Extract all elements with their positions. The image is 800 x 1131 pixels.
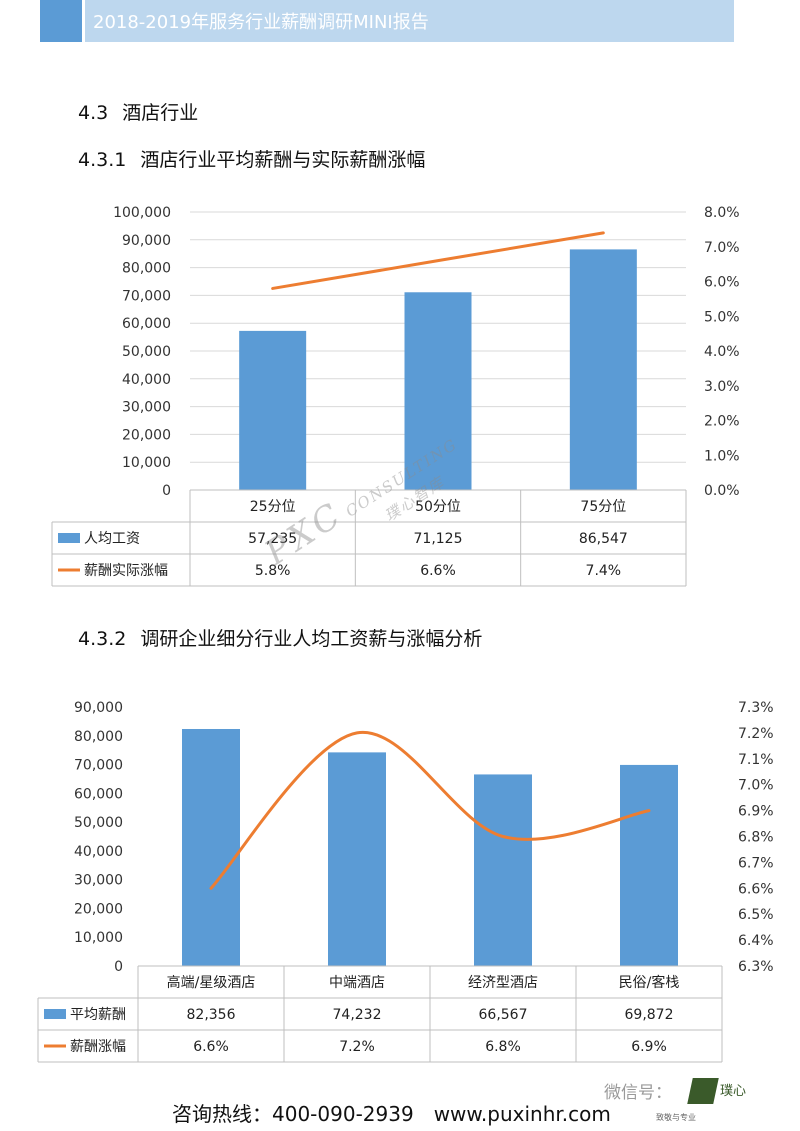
c1-category-label: 25分位 bbox=[250, 499, 296, 515]
c1-legend-line-label: 薪酬实际涨幅 bbox=[84, 563, 168, 579]
c2-category-label: 经济型酒店 bbox=[468, 975, 538, 991]
c1-y2-tick-label: 7.0% bbox=[704, 240, 740, 256]
c1-category-label: 75分位 bbox=[580, 499, 626, 515]
c2-line-data-label: 6.6% bbox=[193, 1039, 229, 1055]
c2-legend-bar-label: 平均薪酬 bbox=[70, 1007, 126, 1023]
c1-y-tick-label: 30,000 bbox=[122, 400, 171, 416]
website-link[interactable]: www.puxinhr.com bbox=[433, 1102, 611, 1126]
c2-line-data-label: 6.9% bbox=[631, 1039, 667, 1055]
c2-y2-tick-label: 6.9% bbox=[738, 804, 774, 820]
c2-y-tick-label: 50,000 bbox=[74, 815, 123, 831]
c2-bar-data-label: 74,232 bbox=[333, 1007, 382, 1023]
c2-y2-tick-label: 6.3% bbox=[738, 959, 774, 975]
c2-y2-tick-label: 7.1% bbox=[738, 752, 774, 768]
c2-bar bbox=[328, 752, 386, 966]
page-header: 2018-2019年服务行业薪酬调研MINI报告 bbox=[40, 0, 734, 42]
c1-line-data-label: 7.4% bbox=[586, 563, 622, 579]
c1-bar-data-label: 71,125 bbox=[414, 531, 463, 547]
c2-y-tick-label: 40,000 bbox=[74, 844, 123, 860]
c1-y-tick-label: 90,000 bbox=[122, 233, 171, 249]
c2-y-tick-label: 80,000 bbox=[74, 729, 123, 745]
section-title: 酒店行业 bbox=[122, 102, 199, 124]
c1-y2-tick-label: 3.0% bbox=[704, 379, 740, 395]
c2-y2-tick-label: 6.4% bbox=[738, 933, 774, 949]
section-heading: 4.3 酒店行业 bbox=[78, 98, 198, 125]
c2-category-label: 中端酒店 bbox=[329, 975, 385, 991]
subsection-number-1: 4.3.1 bbox=[78, 149, 127, 171]
subsection-heading-1: 4.3.1 酒店行业平均薪酬与实际薪酬涨幅 bbox=[78, 145, 425, 172]
c2-y-tick-label: 90,000 bbox=[74, 700, 123, 716]
c1-y2-tick-label: 6.0% bbox=[704, 275, 740, 291]
c2-y2-tick-label: 7.3% bbox=[738, 700, 774, 716]
c1-y-tick-label: 20,000 bbox=[122, 427, 171, 443]
c2-legend-line-label: 薪酬涨幅 bbox=[70, 1039, 126, 1055]
c1-y-tick-label: 100,000 bbox=[113, 205, 171, 221]
c2-bar-data-label: 82,356 bbox=[187, 1007, 236, 1023]
c1-bar bbox=[239, 330, 307, 490]
c1-y-tick-label: 60,000 bbox=[122, 316, 171, 332]
c2-y2-tick-label: 6.6% bbox=[738, 881, 774, 897]
c1-legend-bar-label: 人均工资 bbox=[84, 531, 140, 547]
c1-y2-tick-label: 5.0% bbox=[704, 309, 740, 325]
subsection-number-2: 4.3.2 bbox=[78, 628, 127, 650]
header-accent-square bbox=[40, 0, 82, 42]
c1-y2-tick-label: 8.0% bbox=[704, 205, 740, 221]
c1-legend-bar-swatch bbox=[58, 533, 80, 543]
c2-series-line bbox=[209, 731, 651, 890]
c1-y2-tick-label: 4.0% bbox=[704, 344, 740, 360]
c1-y2-tick-label: 0.0% bbox=[704, 483, 740, 499]
c2-y2-tick-label: 6.7% bbox=[738, 855, 774, 871]
section-number: 4.3 bbox=[78, 102, 109, 124]
c1-bar bbox=[569, 249, 637, 490]
subsection-title-2: 调研企业细分行业人均工资薪与涨幅分析 bbox=[140, 628, 483, 650]
c1-y2-tick-label: 2.0% bbox=[704, 414, 740, 430]
watermark-text-1: PXC bbox=[258, 493, 351, 574]
logo-icon bbox=[687, 1078, 719, 1104]
c2-line-data-label: 6.8% bbox=[485, 1039, 521, 1055]
c2-y-tick-label: 20,000 bbox=[74, 901, 123, 917]
c2-y2-tick-label: 6.5% bbox=[738, 907, 774, 923]
hotline-text: 咨询热线：400-090-2939 bbox=[172, 1102, 414, 1126]
wechat-label: 微信号： bbox=[604, 1083, 672, 1103]
footer-contact: 咨询热线：400-090-2939 www.puxinhr.com bbox=[172, 1098, 611, 1127]
header-title: 2018-2019年服务行业薪酬调研MINI报告 bbox=[93, 12, 429, 33]
c1-y-tick-label: 40,000 bbox=[122, 372, 171, 388]
subsection-title-1: 酒店行业平均薪酬与实际薪酬涨幅 bbox=[140, 149, 426, 171]
c2-y2-tick-label: 6.8% bbox=[738, 830, 774, 846]
company-logo: 璞心 致敬与专业 bbox=[656, 1076, 790, 1126]
c2-line-data-label: 7.2% bbox=[339, 1039, 375, 1055]
c2-category-label: 民俗/客栈 bbox=[619, 974, 680, 991]
subsection-heading-2: 4.3.2 调研企业细分行业人均工资薪与涨幅分析 bbox=[78, 624, 482, 651]
c2-bar bbox=[474, 774, 532, 966]
c2-y-tick-label: 10,000 bbox=[74, 930, 123, 946]
c1-y-tick-label: 10,000 bbox=[122, 455, 171, 471]
c2-y-tick-label: 0 bbox=[114, 959, 123, 975]
c2-bar-data-label: 69,872 bbox=[625, 1007, 674, 1023]
c2-y2-tick-label: 7.0% bbox=[738, 778, 774, 794]
c2-y2-tick-label: 7.2% bbox=[738, 726, 774, 742]
c1-y-tick-label: 0 bbox=[162, 483, 171, 499]
c2-bar-data-label: 66,567 bbox=[479, 1007, 528, 1023]
c1-series-line bbox=[271, 231, 605, 290]
c2-bar bbox=[620, 764, 678, 966]
c2-y-tick-label: 70,000 bbox=[74, 758, 123, 774]
c2-y-tick-label: 60,000 bbox=[74, 786, 123, 802]
c1-y-tick-label: 70,000 bbox=[122, 288, 171, 304]
c1-bar-data-label: 86,547 bbox=[579, 531, 628, 547]
c2-category-label: 高端/星级酒店 bbox=[167, 974, 256, 991]
c2-legend-bar-swatch bbox=[44, 1009, 66, 1019]
c1-line-data-label: 6.6% bbox=[420, 563, 456, 579]
logo-tagline: 致敬与专业 bbox=[656, 1113, 696, 1122]
logo-name: 璞心 bbox=[720, 1084, 747, 1099]
c2-y-tick-label: 30,000 bbox=[74, 873, 123, 889]
c1-y-tick-label: 50,000 bbox=[122, 344, 171, 360]
c1-y2-tick-label: 1.0% bbox=[704, 448, 740, 464]
c1-y-tick-label: 80,000 bbox=[122, 261, 171, 277]
c2-bar bbox=[182, 728, 240, 966]
watermark: PXC CONSULTING 璞心智库 bbox=[258, 421, 475, 592]
header-bar: 2018-2019年服务行业薪酬调研MINI报告 bbox=[85, 0, 734, 42]
